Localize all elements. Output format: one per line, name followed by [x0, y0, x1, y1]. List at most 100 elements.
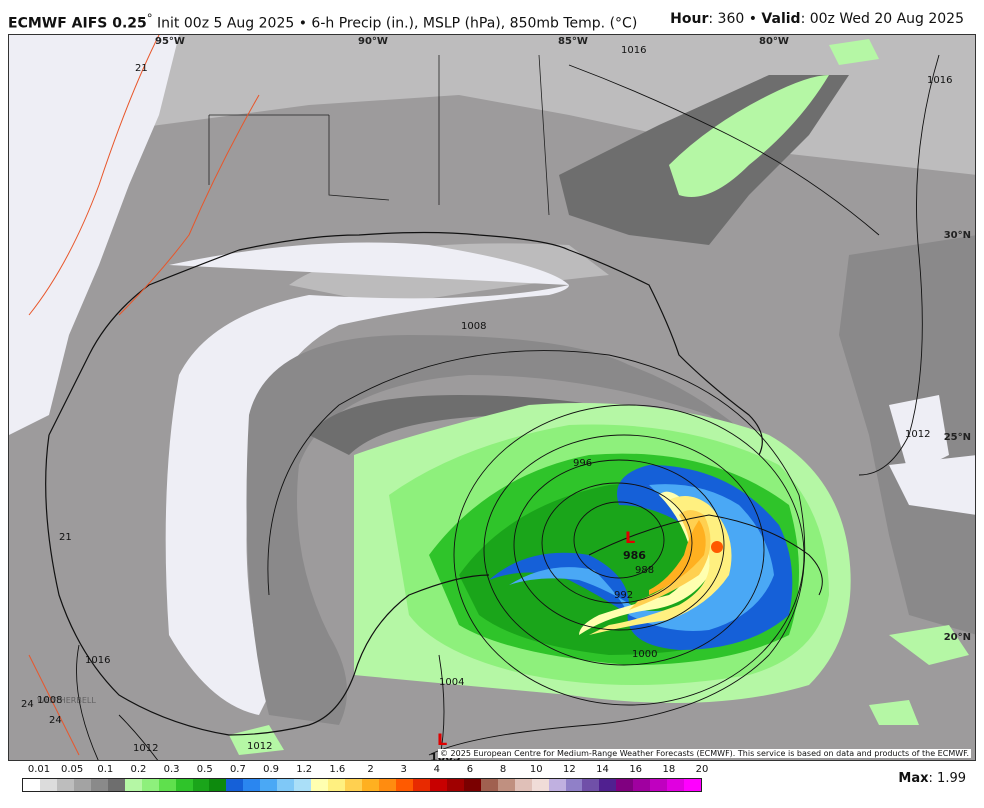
- valid-value: : 00z Wed 20 Aug 2025: [800, 11, 964, 27]
- lon-label: 85°W: [558, 36, 588, 47]
- lat-label: 30°N: [943, 230, 971, 241]
- precip-colorbar: 0.01 0.05 0.1 0.2 0.3 0.5 0.7 0.9 1.2 1.6 2 3 4 6 8 10 1…: [22, 764, 709, 796]
- lon-label: 90°W: [358, 36, 388, 47]
- colorbar-tick-label: 10: [529, 764, 543, 775]
- temp-label: 21: [59, 532, 72, 543]
- isobar-label: 1016: [621, 45, 646, 56]
- colorbar-tick-label: 0.01: [27, 764, 51, 775]
- low-pressure-value: 986: [623, 549, 646, 562]
- temp-label: 24: [49, 715, 62, 726]
- isobar-label: 1012: [133, 743, 158, 754]
- colorbar-swatch: [395, 779, 413, 791]
- isobar-label: 1016: [85, 655, 110, 666]
- map-title: ECMWF AIFS 0.25° Init 00z 5 Aug 2025 • 6…: [8, 11, 637, 32]
- isobar-label: 1008: [37, 695, 62, 706]
- colorbar-swatch: [599, 779, 617, 791]
- colorbar-swatch: [616, 779, 634, 791]
- colorbar-swatch: [429, 779, 447, 791]
- colorbar-swatch: [192, 779, 210, 791]
- colorbar-swatch: [582, 779, 600, 791]
- colorbar-swatch: [514, 779, 532, 791]
- low-pressure-symbol-2: L: [437, 730, 447, 749]
- colorbar-tick-label: 20: [695, 764, 709, 775]
- isobar-label: 992: [614, 590, 633, 601]
- isobar-label: 1012: [905, 429, 930, 440]
- colorbar-swatch: [56, 779, 74, 791]
- colorbar-swatch: [446, 779, 464, 791]
- isobar-label: 1000: [632, 649, 657, 660]
- colorbar-swatch: [633, 779, 651, 791]
- colorbar-swatch: [260, 779, 278, 791]
- colorbar-swatch: [328, 779, 346, 791]
- colorbar-tick-label: 6: [466, 764, 474, 775]
- colorbar-swatch: [124, 779, 142, 791]
- colorbar-tick-label: 2: [367, 764, 374, 775]
- temp-label: 21: [135, 63, 148, 74]
- colorbar-swatch: [667, 779, 685, 791]
- isobar-label: 1008: [461, 321, 486, 332]
- init-subtitle: Init 00z 5 Aug 2025 • 6-h Precip (in.), …: [152, 15, 638, 32]
- colorbar-tick-label: 0.7: [229, 764, 246, 775]
- hour-value: : 360 •: [708, 11, 762, 27]
- colorbar-swatch: [209, 779, 227, 791]
- colorbar-swatch: [362, 779, 380, 791]
- colorbar-tick-label: 0.1: [97, 764, 114, 775]
- forecast-map[interactable]: 1016 1016 1008 1012 996 988 992 1000 101…: [8, 34, 976, 761]
- colorbar-tick-label: 1.2: [296, 764, 313, 775]
- lat-label: 20°N: [943, 632, 971, 643]
- colorbar-swatch: [684, 779, 702, 791]
- isobar-label: 988: [635, 565, 654, 576]
- colorbar-swatch: [23, 779, 40, 791]
- colorbar-ticks: 0.01 0.05 0.1 0.2 0.3 0.5 0.7 0.9 1.2 1.6 2 3 4 6 8 10 1…: [22, 764, 709, 778]
- colorbar-swatch: [480, 779, 498, 791]
- colorbar-tick-label: 16: [629, 764, 643, 775]
- hour-label: Hour: [670, 11, 709, 27]
- colorbar-swatch: [531, 779, 549, 791]
- max-value: Max: 1.99: [898, 771, 966, 786]
- colorbar-swatch: [277, 779, 295, 791]
- colorbar-tick-label: 0.3: [163, 764, 180, 775]
- watermark-text: WEATHERBELL: [37, 696, 96, 705]
- max-label: Max: [898, 771, 929, 786]
- colorbar-swatch: [311, 779, 329, 791]
- colorbar-swatch: [379, 779, 396, 791]
- colorbar-swatch: [463, 779, 481, 791]
- header: ECMWF AIFS 0.25° Init 00z 5 Aug 2025 • 6…: [0, 0, 984, 34]
- colorbar-swatch: [243, 779, 261, 791]
- map-canvas: 1016 1016 1008 1012 996 988 992 1000 101…: [9, 35, 975, 760]
- colorbar-swatch: [565, 779, 583, 791]
- colorbar-swatch: [158, 779, 176, 791]
- degree-symbol: °: [146, 11, 153, 25]
- colorbar-tick-label: 0.5: [196, 764, 213, 775]
- colorbar-swatch: [345, 779, 363, 791]
- colorbar-tick-label: 0.9: [263, 764, 279, 775]
- lon-label: 80°W: [759, 36, 789, 47]
- colorbar-swatch: [412, 779, 430, 791]
- colorbar-swatches: [22, 778, 702, 792]
- colorbar-swatch: [175, 779, 193, 791]
- colorbar-tick-label: 18: [662, 764, 676, 775]
- colorbar-swatch: [141, 779, 159, 791]
- colorbar-tick-label: 1.6: [329, 764, 346, 775]
- colorbar-swatch: [107, 779, 125, 791]
- isobar-label: 996: [573, 458, 592, 469]
- isobar-label: 1004: [439, 677, 464, 688]
- colorbar-tick-label: 0.05: [61, 764, 84, 775]
- colorbar-swatch: [497, 779, 515, 791]
- colorbar-swatch: [548, 779, 566, 791]
- colorbar-swatch: [73, 779, 91, 791]
- colorbar-tick-label: 8: [499, 764, 507, 775]
- colorbar-tick-label: 14: [596, 764, 609, 775]
- colorbar-tick-label: 4: [433, 764, 440, 775]
- copyright-notice: © 2025 European Centre for Medium-Range …: [438, 749, 971, 758]
- max-number: : 1.99: [928, 771, 966, 786]
- low-pressure-symbol: L: [625, 528, 635, 547]
- colorbar-tick-label: 3: [400, 764, 407, 775]
- temp-label: 24: [21, 699, 34, 710]
- colorbar-tick-label: 12: [563, 764, 576, 775]
- colorbar-tick-label: 0.2: [130, 764, 147, 775]
- isobar-label: 1016: [927, 75, 952, 86]
- colorbar-swatch: [90, 779, 108, 791]
- colorbar-swatch: [39, 779, 57, 791]
- valid-time: Hour: 360 • Valid: 00z Wed 20 Aug 2025: [670, 11, 964, 27]
